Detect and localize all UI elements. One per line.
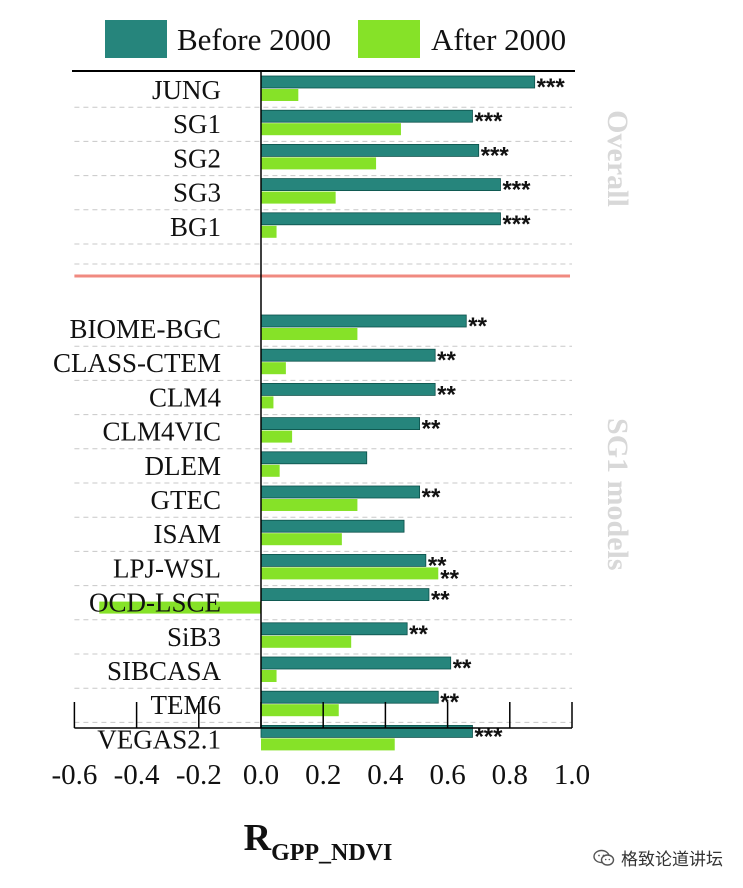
significance-label: *** (537, 74, 566, 101)
bar (261, 123, 401, 136)
bar (260, 519, 405, 533)
category-label: CLASS-CTEM (53, 348, 221, 378)
bar (260, 554, 427, 567)
category-labels: JUNG SG1 SG2 SG3 BG1 BIOME-BGC CLASS-CTEM CLM4 C… (53, 75, 222, 754)
category-label: SIBCASA (107, 656, 222, 686)
watermark-text: 格致论道讲坛 (621, 850, 723, 870)
category-label: BIOME-BGC (69, 314, 221, 344)
significance-label: ** (437, 347, 456, 374)
bars (99, 75, 536, 751)
category-label: SiB3 (167, 622, 221, 652)
significance-label: ** (422, 484, 441, 511)
bar (260, 417, 421, 431)
bar (261, 499, 358, 511)
bar (260, 178, 501, 192)
category-label: VEGAS2.1 (97, 724, 221, 754)
category-label: CLM4 (149, 382, 222, 412)
category-label: ISAM (153, 519, 221, 549)
x-tick-label: -0.4 (114, 759, 160, 791)
legend-label: After 2000 (431, 22, 566, 57)
category-label: SG1 (173, 109, 221, 139)
separators (74, 106, 572, 723)
bar (260, 143, 480, 157)
category-label: SG3 (173, 178, 221, 208)
bar (99, 601, 261, 614)
x-tick-label: -0.2 (176, 759, 222, 791)
x-tick-label: -0.6 (51, 759, 97, 791)
bar (261, 89, 299, 101)
significance-label: ** (468, 313, 487, 340)
significance-labels: **************************************** (409, 74, 565, 750)
significance-label: *** (481, 142, 510, 169)
bar (261, 191, 336, 204)
bar (261, 362, 286, 375)
x-tick-label: 0.6 (429, 759, 465, 791)
bar (260, 212, 501, 226)
bar (260, 314, 467, 328)
bar (260, 382, 436, 396)
group-label: SG1 models (601, 418, 634, 571)
x-tick-label: 0.8 (492, 759, 528, 791)
bar (260, 690, 439, 704)
bar (260, 109, 473, 123)
bar (261, 396, 274, 409)
category-label: TEM6 (151, 690, 222, 720)
x-ticks: -0.6 -0.4 -0.2 0.0 0.2 0.4 0.6 0.8 1.0 (51, 702, 590, 791)
watermark: 格致论道讲坛 (593, 845, 723, 870)
significance-label: ** (437, 381, 456, 408)
significance-label: ** (440, 565, 459, 592)
bar (260, 588, 430, 601)
category-label: SG2 (173, 143, 221, 173)
x-tick-label: 0.0 (243, 759, 279, 791)
category-label: BG1 (170, 212, 221, 242)
wechat-icon (593, 849, 615, 866)
x-tick-label: 1.0 (554, 759, 590, 791)
category-label: DLEM (145, 451, 222, 481)
significance-label: *** (474, 108, 503, 135)
x-axis-title-main: R (244, 817, 272, 859)
x-axis-title-subscript: GPP_NDVI (271, 840, 392, 866)
x-tick-label: 0.2 (305, 759, 341, 791)
bar (260, 451, 368, 465)
category-label: CLM4VIC (102, 417, 221, 447)
bar (261, 225, 277, 238)
bar (261, 704, 339, 717)
significance-label: ** (428, 552, 447, 579)
bar (260, 485, 421, 499)
bar (260, 622, 408, 636)
bar (261, 670, 277, 682)
bar (261, 430, 293, 443)
group-label: Overall (601, 110, 634, 207)
x-tick-label: 0.4 (367, 759, 404, 791)
legend-swatch (358, 20, 420, 58)
significance-label: ** (409, 621, 428, 648)
legend: Before 2000 After 2000 (105, 20, 566, 58)
category-label: LPJ-WSL (113, 553, 221, 583)
category-label: OCD-LSCE (89, 588, 221, 618)
bar (261, 533, 342, 546)
legend-label: Before 2000 (177, 22, 331, 57)
significance-label: ** (453, 655, 472, 682)
x-axis-title: RGPP_NDVI (244, 817, 393, 866)
significance-label: ** (440, 689, 459, 716)
significance-label: *** (502, 177, 531, 204)
bar (261, 157, 377, 170)
bar (261, 464, 280, 477)
bar (260, 725, 473, 738)
bar (261, 328, 358, 340)
group-labels: Overall SG1 models (601, 110, 634, 570)
bar (260, 75, 536, 89)
category-label: GTEC (151, 485, 222, 515)
legend-swatch (105, 20, 167, 58)
bar (261, 738, 395, 751)
significance-label: ** (422, 416, 441, 443)
category-label: JUNG (152, 75, 221, 105)
bar (260, 348, 436, 362)
bar (261, 635, 352, 648)
bar (261, 567, 439, 580)
significance-label: ** (431, 587, 450, 614)
significance-label: *** (502, 211, 531, 238)
bar (260, 656, 452, 670)
